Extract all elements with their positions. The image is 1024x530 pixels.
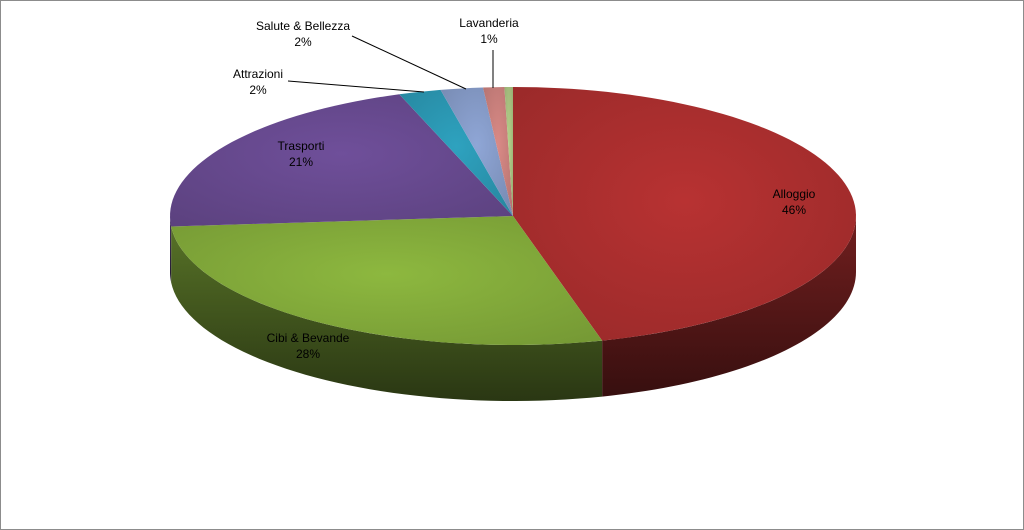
- slice-percent-trasporti: 21%: [289, 155, 313, 169]
- pie-slice-trasporti: [170, 94, 513, 227]
- slice-label-salute-bellezza: Salute & Bellezza: [256, 19, 350, 33]
- pie-slice-slice-6: [504, 87, 513, 216]
- pie-slice-cibi-bevande: [171, 216, 603, 345]
- slice-label-attrazioni: Attrazioni: [233, 67, 283, 81]
- slice-percent-salute-bellezza: 2%: [294, 35, 312, 49]
- pie-slice-salute-bellezza: [440, 87, 513, 217]
- pie-slice-attrazioni: [399, 89, 513, 216]
- leader-line-attrazioni: [287, 80, 425, 93]
- pie-labels: Alloggio 46% Cibi & Bevande 28% Trasporti 21%…: [233, 16, 816, 361]
- leader-line-salute-bellezza: [351, 35, 467, 90]
- slice-percent-cibi-bevande: 28%: [296, 347, 320, 361]
- pie-side-trasporti: [170, 216, 172, 283]
- slice-percent-alloggio: 46%: [782, 203, 806, 217]
- slice-label-trasporti: Trasporti: [278, 139, 325, 153]
- slice-label-alloggio: Alloggio: [773, 187, 816, 201]
- pie-side-cibi-bevande: [171, 226, 603, 401]
- pie-slice-lavanderia: [482, 87, 513, 216]
- pie-sides: [170, 216, 856, 401]
- slice-label-lavanderia: Lavanderia: [459, 16, 519, 30]
- slice-label-cibi-bevande: Cibi & Bevande: [267, 331, 350, 345]
- slice-percent-lavanderia: 1%: [480, 32, 498, 46]
- pie-side-alloggio: [602, 216, 856, 397]
- pie-slice-alloggio: [513, 87, 856, 341]
- pie-top: [170, 87, 856, 345]
- slice-percent-attrazioni: 2%: [249, 83, 267, 97]
